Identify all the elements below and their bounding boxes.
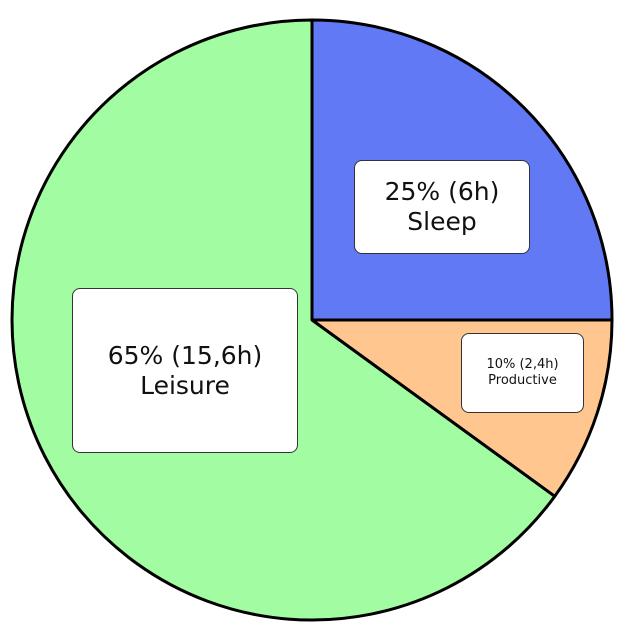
slice-value-productive: 10% (2,4h) bbox=[486, 357, 558, 373]
slice-name-leisure: Leisure bbox=[140, 371, 230, 401]
slice-label-productive: 10% (2,4h) Productive bbox=[461, 333, 584, 413]
slice-name-productive: Productive bbox=[488, 373, 557, 389]
slice-value-sleep: 25% (6h) bbox=[385, 177, 500, 207]
slice-value-leisure: 65% (15,6h) bbox=[108, 341, 263, 371]
slice-label-sleep: 25% (6h) Sleep bbox=[354, 160, 530, 254]
slice-label-leisure: 65% (15,6h) Leisure bbox=[72, 288, 298, 453]
slice-name-sleep: Sleep bbox=[407, 207, 476, 237]
